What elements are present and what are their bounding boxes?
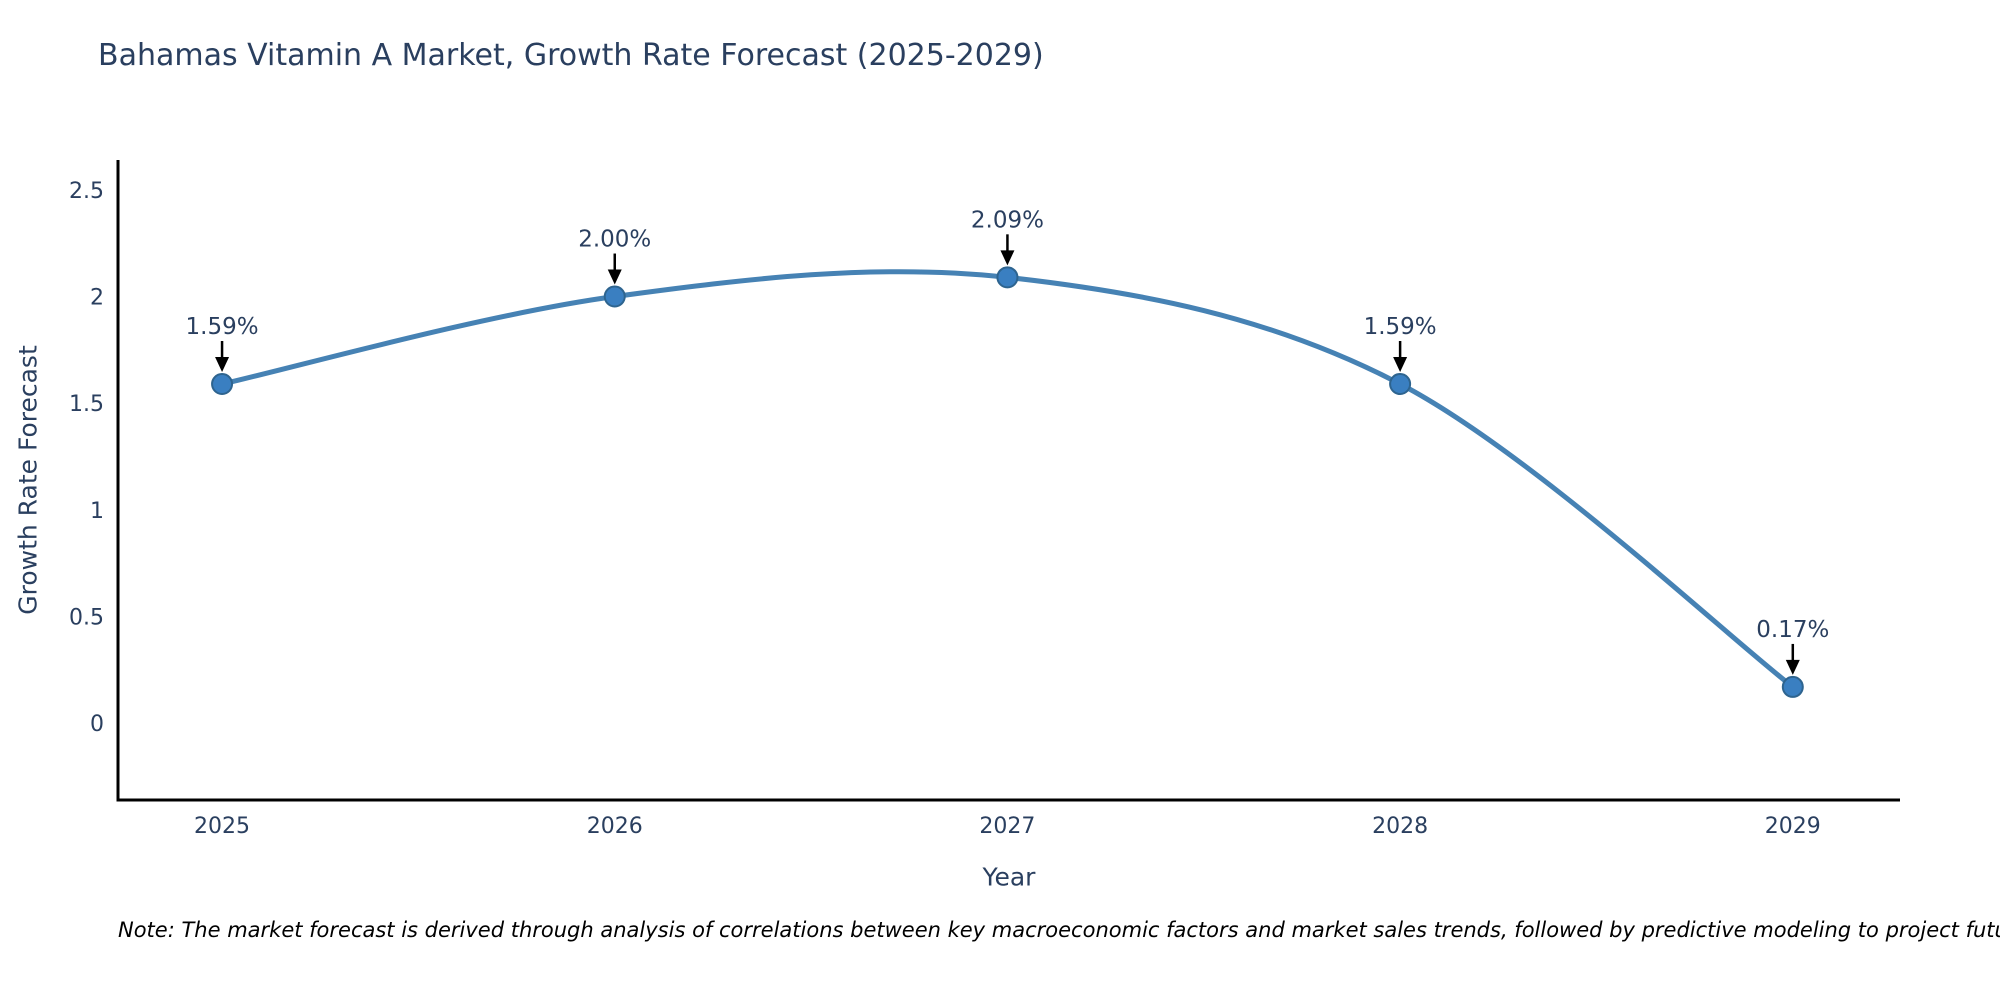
- annotation-arrow-head: [1785, 659, 1800, 675]
- x-tick-label: 2025: [194, 814, 250, 839]
- x-tick-label: 2026: [587, 814, 643, 839]
- annotation-arrow-head: [1000, 250, 1015, 266]
- annotation-arrow-head: [1393, 357, 1408, 372]
- axis-lines: [116, 160, 1900, 802]
- data-point-marker: [1781, 675, 1804, 698]
- x-tick-label: 2027: [979, 814, 1035, 839]
- data-point-label: 2.09%: [971, 207, 1044, 233]
- data-point-marker: [1389, 373, 1412, 395]
- annotation-arrow-head: [607, 269, 622, 285]
- x-tick-label: 2029: [1765, 814, 1821, 839]
- x-tick-label: 2028: [1372, 814, 1428, 839]
- footnote: Note: The market forecast is derived thr…: [118, 918, 2000, 942]
- data-point-marker: [603, 285, 626, 308]
- y-tick-label: 2.5: [69, 179, 104, 204]
- data-point-label: 1.59%: [1364, 314, 1437, 340]
- y-tick-label: 1: [90, 499, 104, 524]
- data-point-marker: [996, 266, 1019, 289]
- y-tick-label: 0.5: [69, 606, 104, 631]
- data-point-label: 0.17%: [1756, 617, 1829, 643]
- forecast-line: [221, 269, 1795, 689]
- chart-title: Bahamas Vitamin A Market, Growth Rate Fo…: [98, 38, 1044, 73]
- y-tick-label: 0: [90, 712, 104, 737]
- y-tick-label: 2: [90, 286, 104, 311]
- data-point-marker: [211, 373, 234, 395]
- data-point-label: 2.00%: [578, 227, 651, 253]
- y-axis-title: Growth Rate Forecast: [13, 345, 43, 615]
- data-point-label: 1.59%: [186, 314, 259, 340]
- y-tick-label: 1.5: [69, 392, 104, 417]
- x-axis-title: Year: [982, 862, 1036, 892]
- annotation-arrow-head: [215, 357, 230, 372]
